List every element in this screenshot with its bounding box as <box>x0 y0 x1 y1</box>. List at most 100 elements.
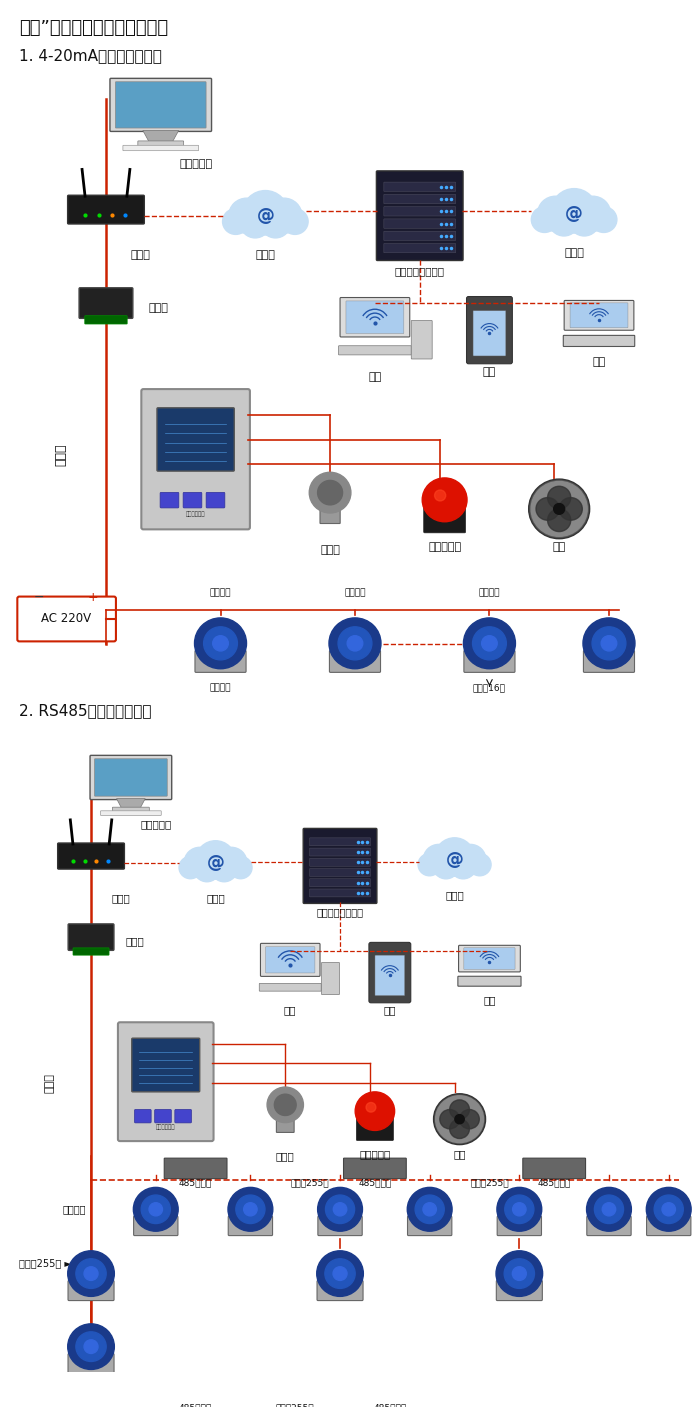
Circle shape <box>76 1332 106 1362</box>
Text: 可连接16个: 可连接16个 <box>473 684 506 692</box>
FancyBboxPatch shape <box>134 1110 151 1123</box>
FancyBboxPatch shape <box>564 335 635 346</box>
Circle shape <box>440 1110 460 1128</box>
FancyBboxPatch shape <box>260 943 320 976</box>
Circle shape <box>654 1195 683 1224</box>
Circle shape <box>194 857 220 882</box>
FancyBboxPatch shape <box>157 408 235 471</box>
Circle shape <box>213 636 228 651</box>
Circle shape <box>84 1266 98 1280</box>
Text: 单机版电脑: 单机版电脑 <box>179 159 212 169</box>
Circle shape <box>260 208 290 238</box>
FancyBboxPatch shape <box>206 492 225 508</box>
FancyBboxPatch shape <box>118 1023 214 1141</box>
FancyBboxPatch shape <box>309 858 370 867</box>
Text: 转换器: 转换器 <box>126 937 145 947</box>
Text: 可连接255台 ►: 可连接255台 ► <box>20 1258 72 1268</box>
FancyBboxPatch shape <box>369 943 411 1003</box>
Text: 可连接255台: 可连接255台 <box>276 1403 314 1407</box>
Circle shape <box>196 841 235 879</box>
Circle shape <box>554 504 565 515</box>
Polygon shape <box>143 131 178 142</box>
FancyBboxPatch shape <box>155 1110 172 1123</box>
Text: 485中继器: 485中继器 <box>538 1178 570 1188</box>
Circle shape <box>549 207 579 236</box>
Text: 安帮尔网络服务器: 安帮尔网络服务器 <box>395 266 444 276</box>
Circle shape <box>575 196 610 231</box>
FancyBboxPatch shape <box>85 315 127 324</box>
Circle shape <box>433 1093 486 1145</box>
FancyBboxPatch shape <box>195 650 246 673</box>
Text: @: @ <box>565 205 583 222</box>
FancyBboxPatch shape <box>497 1216 542 1235</box>
Circle shape <box>504 1259 535 1289</box>
FancyBboxPatch shape <box>647 1216 691 1235</box>
Circle shape <box>531 481 587 536</box>
Text: 通讯线: 通讯线 <box>55 443 68 466</box>
FancyBboxPatch shape <box>407 1216 452 1235</box>
FancyBboxPatch shape <box>73 948 109 955</box>
Text: 信号输出: 信号输出 <box>210 684 231 692</box>
Circle shape <box>583 618 635 668</box>
Text: 风机: 风机 <box>454 1150 466 1159</box>
FancyBboxPatch shape <box>110 79 211 131</box>
Text: AC 220V: AC 220V <box>41 612 91 626</box>
Circle shape <box>531 207 558 232</box>
Circle shape <box>326 1195 355 1224</box>
Circle shape <box>134 1188 178 1231</box>
FancyBboxPatch shape <box>384 182 456 191</box>
Circle shape <box>496 1251 542 1296</box>
FancyBboxPatch shape <box>330 650 381 673</box>
Circle shape <box>347 636 363 651</box>
FancyBboxPatch shape <box>309 868 370 877</box>
Circle shape <box>333 1266 347 1280</box>
FancyBboxPatch shape <box>276 1100 294 1133</box>
Circle shape <box>512 1203 526 1216</box>
FancyBboxPatch shape <box>318 1216 362 1235</box>
Circle shape <box>236 1195 265 1224</box>
FancyBboxPatch shape <box>160 492 178 508</box>
Circle shape <box>449 1100 470 1119</box>
FancyBboxPatch shape <box>458 976 521 986</box>
Circle shape <box>407 1188 452 1231</box>
Text: 路由器: 路由器 <box>131 250 150 260</box>
Circle shape <box>505 1195 534 1224</box>
FancyBboxPatch shape <box>356 1114 393 1141</box>
Circle shape <box>435 490 446 501</box>
Circle shape <box>229 198 265 234</box>
Text: 智能控制主机: 智能控制主机 <box>156 1124 176 1130</box>
FancyBboxPatch shape <box>309 848 370 855</box>
Text: 电脑: 电脑 <box>284 1005 297 1014</box>
FancyBboxPatch shape <box>94 758 167 796</box>
Text: 转换器: 转换器 <box>149 304 169 314</box>
FancyBboxPatch shape <box>183 492 202 508</box>
Circle shape <box>267 1088 303 1123</box>
FancyBboxPatch shape <box>116 82 206 128</box>
Circle shape <box>195 618 246 668</box>
Circle shape <box>338 626 372 660</box>
Circle shape <box>449 1119 470 1138</box>
Text: 声光报警器: 声光报警器 <box>359 1150 391 1159</box>
Polygon shape <box>116 799 145 808</box>
FancyBboxPatch shape <box>384 194 456 204</box>
Text: 1. 4-20mA信号连接系统图: 1. 4-20mA信号连接系统图 <box>20 48 162 63</box>
Text: 2. RS485信号连接系统图: 2. RS485信号连接系统图 <box>20 702 152 718</box>
Text: 485中继器: 485中继器 <box>373 1403 407 1407</box>
Circle shape <box>435 1096 484 1142</box>
Circle shape <box>228 1188 273 1231</box>
FancyBboxPatch shape <box>132 1038 199 1092</box>
Text: 单机版电脑: 单机版电脑 <box>140 820 172 830</box>
Circle shape <box>84 1339 98 1354</box>
FancyBboxPatch shape <box>384 207 456 217</box>
Text: 大众”系列带显示固定式检测仪: 大众”系列带显示固定式检测仪 <box>20 18 169 37</box>
FancyBboxPatch shape <box>134 1216 178 1235</box>
Text: 风机: 风机 <box>552 542 566 552</box>
Circle shape <box>602 1203 616 1216</box>
FancyBboxPatch shape <box>68 196 144 224</box>
FancyBboxPatch shape <box>259 983 321 991</box>
FancyBboxPatch shape <box>360 1384 420 1404</box>
FancyBboxPatch shape <box>587 1216 631 1235</box>
Circle shape <box>547 487 570 509</box>
Text: 终端: 终端 <box>483 995 496 1005</box>
Circle shape <box>423 1203 436 1216</box>
